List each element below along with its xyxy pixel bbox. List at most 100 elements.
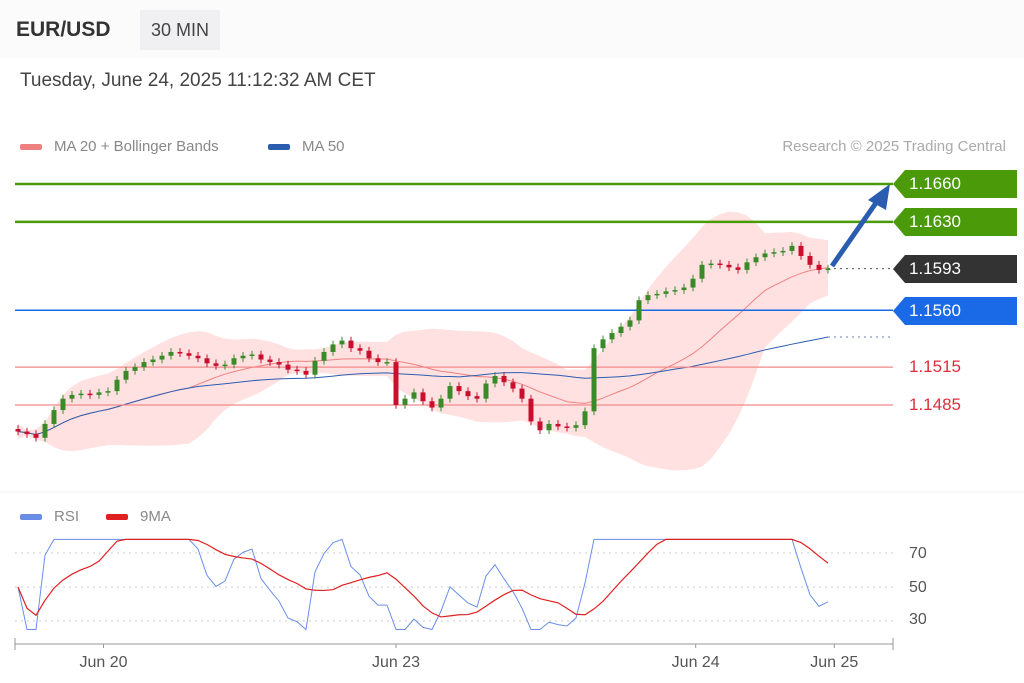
legend-ma50[interactable]: MA 50 bbox=[268, 138, 345, 155]
legend-label: MA 20 + Bollinger Bands bbox=[54, 138, 219, 155]
rsi-ma-line bbox=[17, 538, 829, 618]
candle bbox=[501, 375, 507, 383]
candle bbox=[519, 388, 525, 399]
candle bbox=[618, 326, 624, 334]
candle bbox=[51, 410, 57, 424]
candle bbox=[546, 423, 552, 431]
candle bbox=[771, 252, 777, 254]
candle bbox=[168, 351, 174, 356]
symbol-title: EUR/USD bbox=[16, 18, 111, 41]
resistance-1-tag: 1.1630 bbox=[893, 208, 1017, 236]
legend-label: RSI bbox=[54, 508, 80, 525]
candle bbox=[195, 355, 201, 359]
timeframe-badge[interactable]: 30 MIN bbox=[140, 10, 221, 50]
candle bbox=[789, 245, 795, 251]
x-tick-label: Jun 24 bbox=[671, 654, 720, 671]
candle bbox=[348, 340, 354, 349]
candle bbox=[438, 398, 444, 408]
candle bbox=[483, 383, 489, 399]
candle bbox=[141, 362, 147, 368]
candle bbox=[600, 339, 606, 349]
candle bbox=[177, 351, 183, 354]
candle bbox=[510, 382, 516, 389]
candle bbox=[447, 386, 453, 399]
candle bbox=[24, 431, 30, 435]
candle bbox=[105, 391, 111, 393]
legend-rsi[interactable]: RSI bbox=[20, 508, 79, 525]
candle bbox=[186, 353, 192, 356]
candle bbox=[555, 423, 561, 427]
candle bbox=[735, 267, 741, 270]
candle bbox=[321, 351, 327, 361]
candle bbox=[627, 320, 633, 327]
x-tick-label: Jun 23 bbox=[371, 654, 421, 671]
candle bbox=[420, 392, 426, 402]
candle bbox=[384, 362, 390, 364]
support-2-label: 1.1485 bbox=[909, 395, 961, 414]
candle bbox=[249, 354, 255, 356]
candle bbox=[87, 393, 93, 396]
candle bbox=[15, 429, 21, 432]
candle bbox=[690, 278, 696, 288]
candle bbox=[132, 367, 138, 371]
candle bbox=[681, 287, 687, 291]
rsi-tick-70: 70 bbox=[909, 545, 927, 562]
candle bbox=[798, 245, 804, 256]
candle bbox=[357, 348, 363, 351]
legend-swatch bbox=[20, 513, 42, 520]
candle bbox=[222, 364, 228, 367]
last-price-tag: 1.1593 bbox=[893, 255, 1017, 283]
rsi-tick-50: 50 bbox=[909, 579, 927, 596]
candle bbox=[303, 370, 309, 375]
candle bbox=[528, 398, 534, 422]
bollinger-band bbox=[18, 211, 828, 471]
forecast-arrow-shaft bbox=[829, 198, 881, 268]
candle bbox=[312, 360, 318, 375]
candle bbox=[375, 358, 381, 363]
candle bbox=[204, 358, 210, 364]
candle bbox=[816, 264, 822, 270]
candle bbox=[150, 359, 156, 363]
candle bbox=[492, 375, 498, 384]
candle bbox=[294, 369, 300, 372]
candle bbox=[744, 262, 750, 270]
candle bbox=[753, 257, 759, 263]
candle bbox=[663, 291, 669, 294]
candle bbox=[339, 340, 345, 345]
datetime: Tuesday, June 24, 2025 11:12:32 AM CET bbox=[20, 70, 376, 91]
candle bbox=[654, 293, 660, 296]
candle bbox=[276, 362, 282, 365]
candle bbox=[717, 263, 723, 266]
candle bbox=[636, 300, 642, 321]
legend-label: 9MA bbox=[140, 508, 171, 525]
legend-label: MA 50 bbox=[302, 138, 345, 155]
legend-swatch bbox=[268, 143, 290, 150]
legend-swatch bbox=[106, 513, 128, 520]
candle bbox=[672, 290, 678, 292]
candle bbox=[213, 363, 219, 366]
forecast-arrow-icon bbox=[868, 184, 890, 210]
candle bbox=[114, 379, 120, 392]
candle bbox=[240, 355, 246, 359]
legend-rsi-ma[interactable]: 9MA bbox=[106, 508, 171, 525]
candle bbox=[402, 398, 408, 406]
candle bbox=[42, 423, 48, 438]
legend-ma20[interactable]: MA 20 + Bollinger Bands bbox=[20, 138, 219, 155]
candle bbox=[411, 392, 417, 399]
pivot-tag: 1.1560 bbox=[893, 297, 1017, 325]
ma50-line bbox=[17, 336, 829, 435]
candle bbox=[159, 355, 165, 360]
candle bbox=[591, 348, 597, 412]
copyright: Research © 2025 Trading Central bbox=[782, 138, 1006, 155]
candle bbox=[231, 358, 237, 365]
candle bbox=[267, 359, 273, 363]
candle bbox=[285, 364, 291, 370]
rsi-tick-30: 30 bbox=[909, 611, 927, 628]
x-tick-label: Jun 25 bbox=[810, 654, 859, 671]
candle bbox=[582, 411, 588, 426]
candle bbox=[96, 392, 102, 395]
candle bbox=[33, 434, 39, 438]
candle bbox=[366, 350, 372, 359]
candle bbox=[465, 391, 471, 397]
